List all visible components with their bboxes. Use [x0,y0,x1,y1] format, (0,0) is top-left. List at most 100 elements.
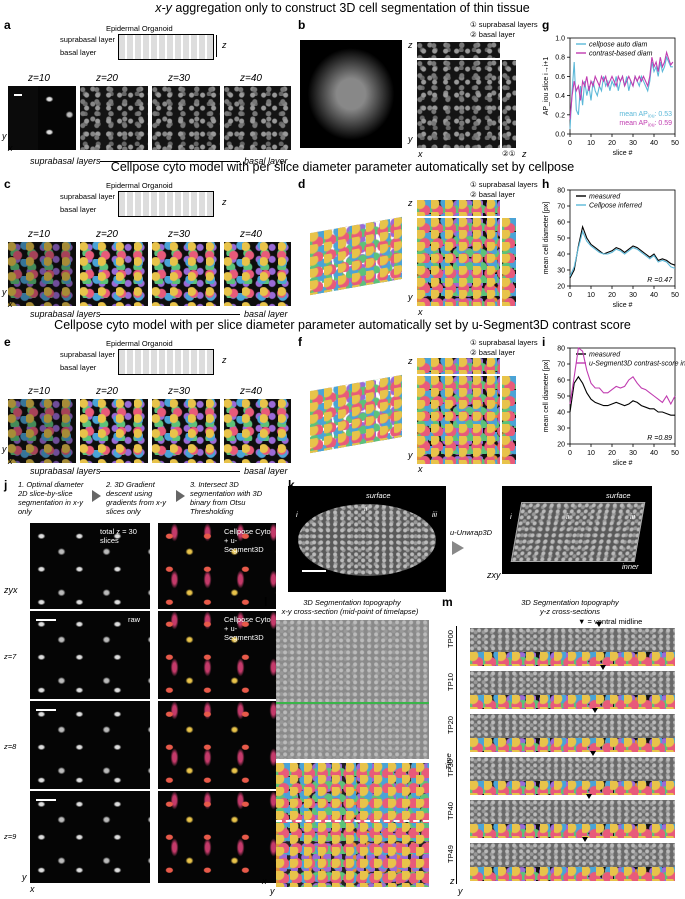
j-z7-label: z=7 [4,652,17,661]
m-tp-label-5: TP49 [446,845,455,863]
e-z20-label: z=20 [96,386,118,397]
chart-g-ytick-label: 0.8 [555,55,565,62]
chart-g-legend-label-0: cellpose auto diam [589,42,648,49]
j-step3: 3. Intersect 3D segmentation with 3D bin… [190,480,263,516]
schematic-e: Epidermal Organoid suprabasal layer basa… [60,339,230,379]
m-strip-seg-4 [470,824,675,838]
m-time-arrow [456,626,457,884]
e-bottom-right: basal layer [244,466,288,476]
chart-g-xtick-label: 40 [650,140,658,147]
m-strip-seg-5 [470,867,675,881]
k-ii: ii [364,504,368,513]
chart-h-ytick-label: 20 [557,284,565,291]
schematic-c-basal: basal layer [60,205,97,214]
chart-g-ytick-label: 0.2 [555,112,565,119]
panel-label-a: a [4,18,11,32]
chart-g-xlabel: slice # [613,150,633,157]
row-e-images [8,399,291,463]
chart-h-xtick-label: 20 [608,292,616,299]
panel-label-b: b [298,18,306,32]
d-axis-x: x [418,307,423,317]
b-axis-y: y [306,128,311,138]
d-axis-y: y [408,292,413,302]
j-z9-label: z=9 [4,832,17,841]
schematic-suprabasal: suprabasal layer [60,35,116,44]
k-iii: iii [432,510,437,519]
m-strip-gray-2 [470,714,675,738]
f-axis-z: z [408,356,413,366]
m-strip-seg-1 [470,695,675,709]
chart-g-annotation-1: mean APiou: 0.59 [619,120,672,129]
k-ii-right: ii [566,512,570,521]
chart-g-xtick-label: 10 [587,140,595,147]
panel-label-i: i [542,335,546,349]
j-axis-x: x [13,585,18,595]
m-strip-gray-4 [470,800,675,824]
a-z10-image [8,86,76,150]
m-tp-label-0: TP00 [446,630,455,648]
chart-h-xtick-label: 30 [629,292,637,299]
k-i: i [296,510,298,519]
k-scalebar [302,570,326,572]
row1-title: x-y aggregation only to construct 3D cel… [0,1,685,15]
k-axis-zxy: zxy [487,570,501,580]
chart-g-ytick-label: 0.6 [555,74,565,81]
j-raw-3d [30,523,150,609]
m-tp-label-3: TP30 [446,759,455,777]
row-a-images [8,86,291,150]
panel-label-d: d [298,177,306,191]
k-axis-x: x [491,570,497,580]
chart-g-ytick-label: 0.4 [555,93,565,100]
chart-g-legend-label-1: contrast-based diam [589,51,653,58]
j-axis-y: y [8,585,14,595]
e-z10-image [8,399,76,463]
a-axis-x: x [8,143,13,153]
chart-g-xtick-label: 0 [568,140,572,147]
panel-label-g: g [542,18,550,32]
e-z40-label: z=40 [240,386,262,397]
chart-g-ytick-label: 1.0 [555,36,565,43]
m-title: 3D Segmentation topography [521,598,619,607]
d-3d-render [310,216,402,296]
schematic-z: z [222,40,227,50]
chart-i-annotation: R =0.89 [647,435,672,442]
a-axis-y: y [2,131,7,141]
m-tp-label-4: TP40 [446,802,455,820]
a-bottom-arrow [100,161,240,162]
chart-g-ylabel: AP_iou slice i→i+1 [543,57,550,116]
panel-label-l: l [264,595,268,609]
schematic-basal: basal layer [60,48,97,57]
a-bottom-right: basal layer [244,156,288,166]
d-yz-view [502,218,516,306]
m-axis-y: y [458,886,463,896]
k-surface-left: surface [366,491,391,500]
j-axis-z: z [4,585,9,595]
panel-label-m: m [442,595,453,609]
j-axis-y-bottom: y [22,872,27,882]
e-z40-image [224,399,291,463]
b-legend-1: ① suprabasal layers [470,20,538,29]
f-xy-view [417,376,500,464]
k-i-right: i [510,512,512,521]
m-strip-seg-3 [470,781,675,795]
a-z40-label: z=40 [240,73,262,84]
c-axis-x: x [8,299,13,309]
f-axis-y: y [408,450,413,460]
m-midline-marker-3 [590,751,596,756]
schematic-e-basal: basal layer [60,363,97,372]
m-strip-gray-5 [470,843,675,867]
panel-label-c: c [4,177,11,191]
b-axis-x: x [418,149,423,159]
chart-h-ytick-label: 80 [557,188,565,195]
j-raw-z9 [30,791,150,883]
chart-i-xtick-label: 30 [629,450,637,457]
d-axis-z: z [408,198,413,208]
chart-g-ytick-label: 0.0 [555,132,565,139]
chart-g-annotation-0: mean APiou: 0.53 [619,111,672,120]
l-seg-image [276,763,429,887]
e-z30-label: z=30 [168,386,190,397]
k-embryo-ellipse [298,504,436,576]
c-bottom-right: basal layer [244,309,288,319]
schematic-a: Epidermal Organoid suprabasal layer basa… [60,24,230,64]
chart-g: 0 10 20 30 40 50 0.0 0.2 0.4 0.6 0.8 1.0 slice # AP_i… [543,36,679,158]
